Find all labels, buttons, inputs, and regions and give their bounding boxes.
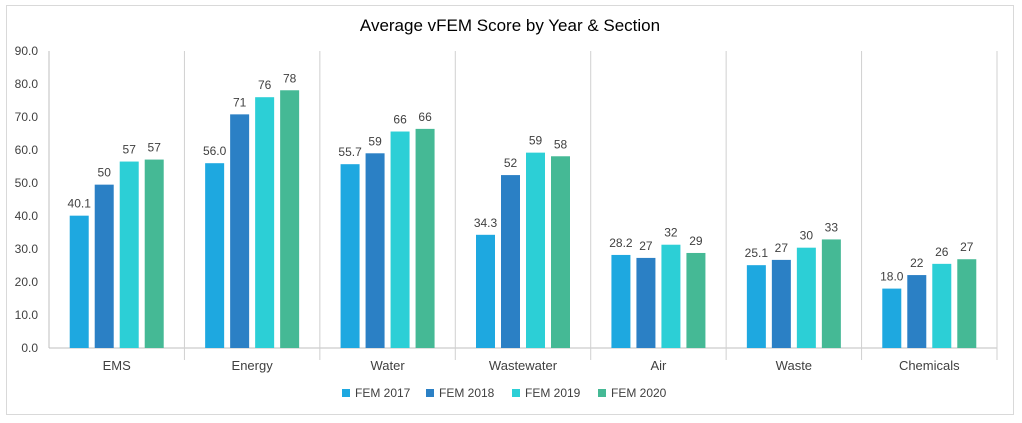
chart-title: Average vFEM Score by Year & Section xyxy=(360,16,660,35)
data-label: 27 xyxy=(960,240,974,254)
bar xyxy=(661,244,681,348)
data-label: 66 xyxy=(393,113,407,127)
bar xyxy=(230,114,250,348)
data-label: 66 xyxy=(418,110,432,124)
data-label: 22 xyxy=(910,256,924,270)
legend-label: FEM 2019 xyxy=(525,386,581,400)
x-category-label: Chemicals xyxy=(899,358,960,373)
data-label: 25.1 xyxy=(745,246,769,260)
data-label: 56.0 xyxy=(203,144,227,158)
bar xyxy=(144,159,164,348)
bar xyxy=(205,163,225,348)
data-label: 28.2 xyxy=(609,236,633,250)
legend-label: FEM 2017 xyxy=(355,386,411,400)
x-category-label: EMS xyxy=(103,358,132,373)
y-tick-label: 0.0 xyxy=(21,341,38,355)
bar xyxy=(686,252,706,348)
legend-label: FEM 2018 xyxy=(439,386,495,400)
bar xyxy=(932,263,952,348)
legend-swatch xyxy=(342,389,350,397)
legend: FEM 2017 FEM 2018 FEM 2019 FEM 2020 xyxy=(342,386,667,400)
data-label: 76 xyxy=(258,78,272,92)
bar xyxy=(280,90,300,349)
legend-label: FEM 2020 xyxy=(611,386,667,400)
bars-layer xyxy=(69,90,977,349)
bar xyxy=(390,131,410,348)
data-label: 32 xyxy=(664,226,678,240)
y-tick-label: 90.0 xyxy=(15,44,39,58)
legend-swatch xyxy=(426,389,434,397)
bar xyxy=(415,128,435,348)
data-label: 33 xyxy=(825,220,839,234)
y-tick-label: 40.0 xyxy=(15,209,39,223)
data-label: 27 xyxy=(775,241,789,255)
data-label: 30 xyxy=(800,229,814,243)
bar xyxy=(821,239,841,348)
bar xyxy=(365,153,385,348)
bar xyxy=(551,156,570,348)
legend-swatch xyxy=(512,389,520,397)
bar xyxy=(69,215,89,348)
bar xyxy=(636,257,656,348)
bar xyxy=(907,275,927,348)
x-category-label: Waste xyxy=(776,358,812,373)
bar xyxy=(746,265,766,348)
data-label: 50 xyxy=(98,166,112,180)
data-label: 59 xyxy=(529,134,543,148)
bar xyxy=(771,259,791,348)
y-tick-label: 70.0 xyxy=(15,110,39,124)
bar xyxy=(526,152,545,348)
x-category-label: Energy xyxy=(232,358,274,373)
bar xyxy=(611,254,631,348)
bar xyxy=(957,259,977,348)
data-label: 26 xyxy=(935,245,949,259)
y-tick-label: 20.0 xyxy=(15,275,39,289)
data-label: 18.0 xyxy=(880,270,904,284)
data-label: 34.3 xyxy=(474,216,498,230)
bar xyxy=(340,164,360,348)
bar xyxy=(796,247,816,348)
y-tick-label: 50.0 xyxy=(15,176,39,190)
data-label: 57 xyxy=(123,143,137,157)
x-category-label: Water xyxy=(370,358,405,373)
x-category-label: Air xyxy=(650,358,667,373)
y-tick-label: 10.0 xyxy=(15,308,39,322)
y-tick-label: 30.0 xyxy=(15,242,39,256)
data-label: 59 xyxy=(368,134,382,148)
data-label: 55.7 xyxy=(338,145,362,159)
data-label: 52 xyxy=(504,156,518,170)
bar xyxy=(501,175,520,348)
data-labels-layer: 40.1 50 57 57 56.0 71 76 78 55.7 59 66 66 34.3 52 59 58… xyxy=(68,71,974,283)
bar xyxy=(882,288,902,348)
data-label: 78 xyxy=(283,71,297,85)
data-label: 58 xyxy=(554,137,568,151)
legend-swatch xyxy=(598,389,606,397)
x-category-label: Wastewater xyxy=(489,358,558,373)
data-label: 29 xyxy=(689,234,703,248)
bar xyxy=(94,184,114,348)
y-tick-label: 80.0 xyxy=(15,77,39,91)
data-label: 27 xyxy=(639,239,653,253)
bar xyxy=(476,234,495,348)
y-tick-label: 60.0 xyxy=(15,143,39,157)
bar xyxy=(255,97,275,348)
bar xyxy=(119,161,139,348)
data-label: 71 xyxy=(233,95,247,109)
data-label: 40.1 xyxy=(68,197,92,211)
data-label: 57 xyxy=(148,141,162,155)
